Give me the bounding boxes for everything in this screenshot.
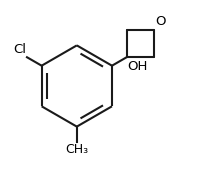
Text: Cl: Cl (13, 43, 26, 56)
Text: OH: OH (127, 60, 147, 73)
Text: O: O (155, 15, 165, 28)
Text: CH₃: CH₃ (65, 143, 88, 156)
